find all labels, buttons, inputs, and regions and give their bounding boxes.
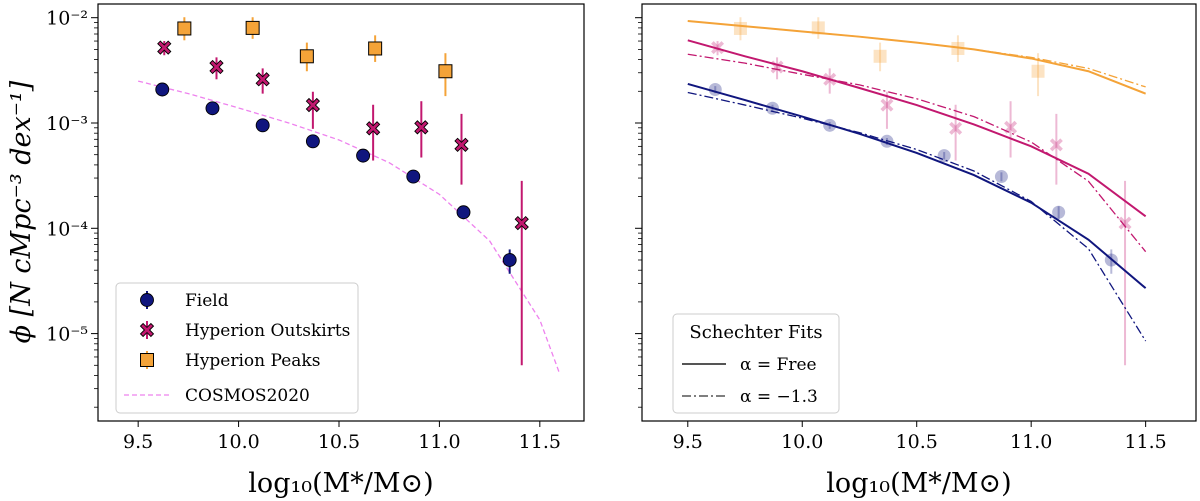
hyperion-outskirts-faded-point bbox=[949, 121, 963, 135]
hyperion-outskirts-faded-point bbox=[1118, 216, 1132, 230]
hyperion-outskirts-faded-point bbox=[880, 98, 894, 112]
x-tick-label: 11.0 bbox=[418, 431, 460, 453]
legend-free-label: α = Free bbox=[740, 355, 817, 375]
legend-field-marker bbox=[140, 291, 154, 309]
hyperion-outskirts-point bbox=[365, 121, 381, 136]
legend-outskirts-marker bbox=[139, 321, 155, 339]
x-tick-label: 10.0 bbox=[217, 431, 259, 453]
y-axis-label: ϕ [N cMpc⁻³ dex⁻¹] bbox=[6, 80, 37, 343]
left-legend-box bbox=[115, 282, 359, 414]
hyperion-outskirts-point bbox=[255, 72, 270, 87]
hyperion-peaks-faded-point bbox=[733, 21, 747, 35]
hyperion-outskirts-point bbox=[514, 215, 529, 231]
legend-fixed-label: α = −1.3 bbox=[740, 387, 818, 407]
outskirts-1-3-fit-line bbox=[687, 53, 1147, 253]
legend-peaks-label: Hyperion Peaks bbox=[185, 351, 320, 371]
field-point bbox=[205, 101, 220, 116]
legend-peaks-square bbox=[140, 353, 154, 367]
hyperion-peaks-point bbox=[177, 21, 192, 36]
field-faded-point bbox=[994, 170, 1008, 184]
hyperion-outskirts-point bbox=[305, 97, 321, 113]
hyperion-peaks-faded-point bbox=[873, 49, 887, 63]
x-tick-label: 10.5 bbox=[318, 431, 360, 453]
field-point bbox=[356, 148, 371, 163]
right-legend: Schechter Fits α = Free α = −1.3 bbox=[672, 313, 840, 414]
x-tick-label: 11.5 bbox=[1124, 431, 1166, 453]
legend-field-label: Field bbox=[185, 291, 229, 311]
right-plot-area bbox=[687, 17, 1147, 366]
x-tick-label: 9.5 bbox=[123, 431, 153, 453]
right-legend-title: Schechter Fits bbox=[689, 322, 822, 343]
y-tick-label: 10⁻² bbox=[46, 8, 88, 30]
hyperion-outskirts-faded-point bbox=[1004, 120, 1018, 134]
field-point bbox=[255, 118, 270, 133]
hyperion-peaks-point bbox=[299, 49, 314, 64]
legend-field-circle bbox=[140, 293, 154, 307]
field-1-3-fit-line bbox=[687, 91, 1147, 342]
field-point bbox=[155, 82, 170, 97]
right-axis-ticks: 9.5 10.0 10.5 11.0 11.5 bbox=[635, 17, 1167, 453]
field-point bbox=[305, 134, 320, 149]
legend-outskirts-label: Hyperion Outskirts bbox=[185, 321, 350, 341]
hyperion-outskirts-point bbox=[157, 40, 172, 55]
hyperion-peaks-point bbox=[368, 41, 383, 56]
hyperion-outskirts-point bbox=[209, 59, 224, 75]
x-axis-label-left: log₁₀(M*/M⊙) bbox=[248, 468, 433, 499]
y-tick-label: 10⁻⁵ bbox=[46, 324, 88, 346]
right-plot-frame bbox=[641, 3, 1197, 422]
hyperion-peaks-faded-point bbox=[1031, 64, 1045, 78]
left-legend: Field Hyperion Outskirts Hyperion Peaks … bbox=[115, 282, 359, 414]
legend-peaks-marker bbox=[140, 351, 154, 369]
left-plot-frame bbox=[97, 3, 585, 422]
field-free-fit-line bbox=[687, 82, 1147, 289]
x-tick-label: 9.5 bbox=[673, 431, 703, 453]
legend-cosmos-label: COSMOS2020 bbox=[185, 386, 310, 406]
peaks-1-3-fit-line bbox=[687, 20, 1146, 88]
left-plot-area bbox=[138, 17, 561, 375]
x-tick-label: 11.0 bbox=[1010, 431, 1052, 453]
legend-outskirts-x bbox=[139, 322, 155, 338]
left-axis-ticks: 9.5 10.0 10.5 11.0 11.5 10⁻⁵ 10⁻⁴ 10⁻³ 10⁻² bbox=[46, 8, 561, 453]
peaks-free-fit-line bbox=[687, 20, 1147, 95]
x-axis-label-right: log₁₀(M*/M⊙) bbox=[826, 468, 1011, 499]
outskirts-free-fit-line bbox=[687, 39, 1147, 218]
hyperion-peaks-point bbox=[438, 64, 453, 79]
hyperion-outskirts-faded-point bbox=[1049, 138, 1063, 152]
hyperion-outskirts-point bbox=[454, 137, 469, 152]
y-tick-label: 10⁻³ bbox=[46, 113, 88, 135]
y-tick-label: 10⁻⁴ bbox=[46, 218, 88, 240]
right-legend-box bbox=[672, 313, 840, 414]
field-faded-point bbox=[937, 149, 951, 163]
hyperion-peaks-faded-point bbox=[811, 21, 825, 35]
x-tick-label: 11.5 bbox=[519, 431, 561, 453]
x-tick-label: 10.0 bbox=[781, 431, 823, 453]
field-point bbox=[502, 253, 517, 267]
field-point bbox=[456, 205, 471, 220]
field-point bbox=[406, 169, 421, 184]
hyperion-outskirts-point bbox=[414, 120, 429, 135]
hyperion-peaks-point bbox=[245, 20, 260, 35]
x-tick-label: 10.5 bbox=[896, 431, 938, 453]
field-faded-point bbox=[1052, 205, 1066, 219]
